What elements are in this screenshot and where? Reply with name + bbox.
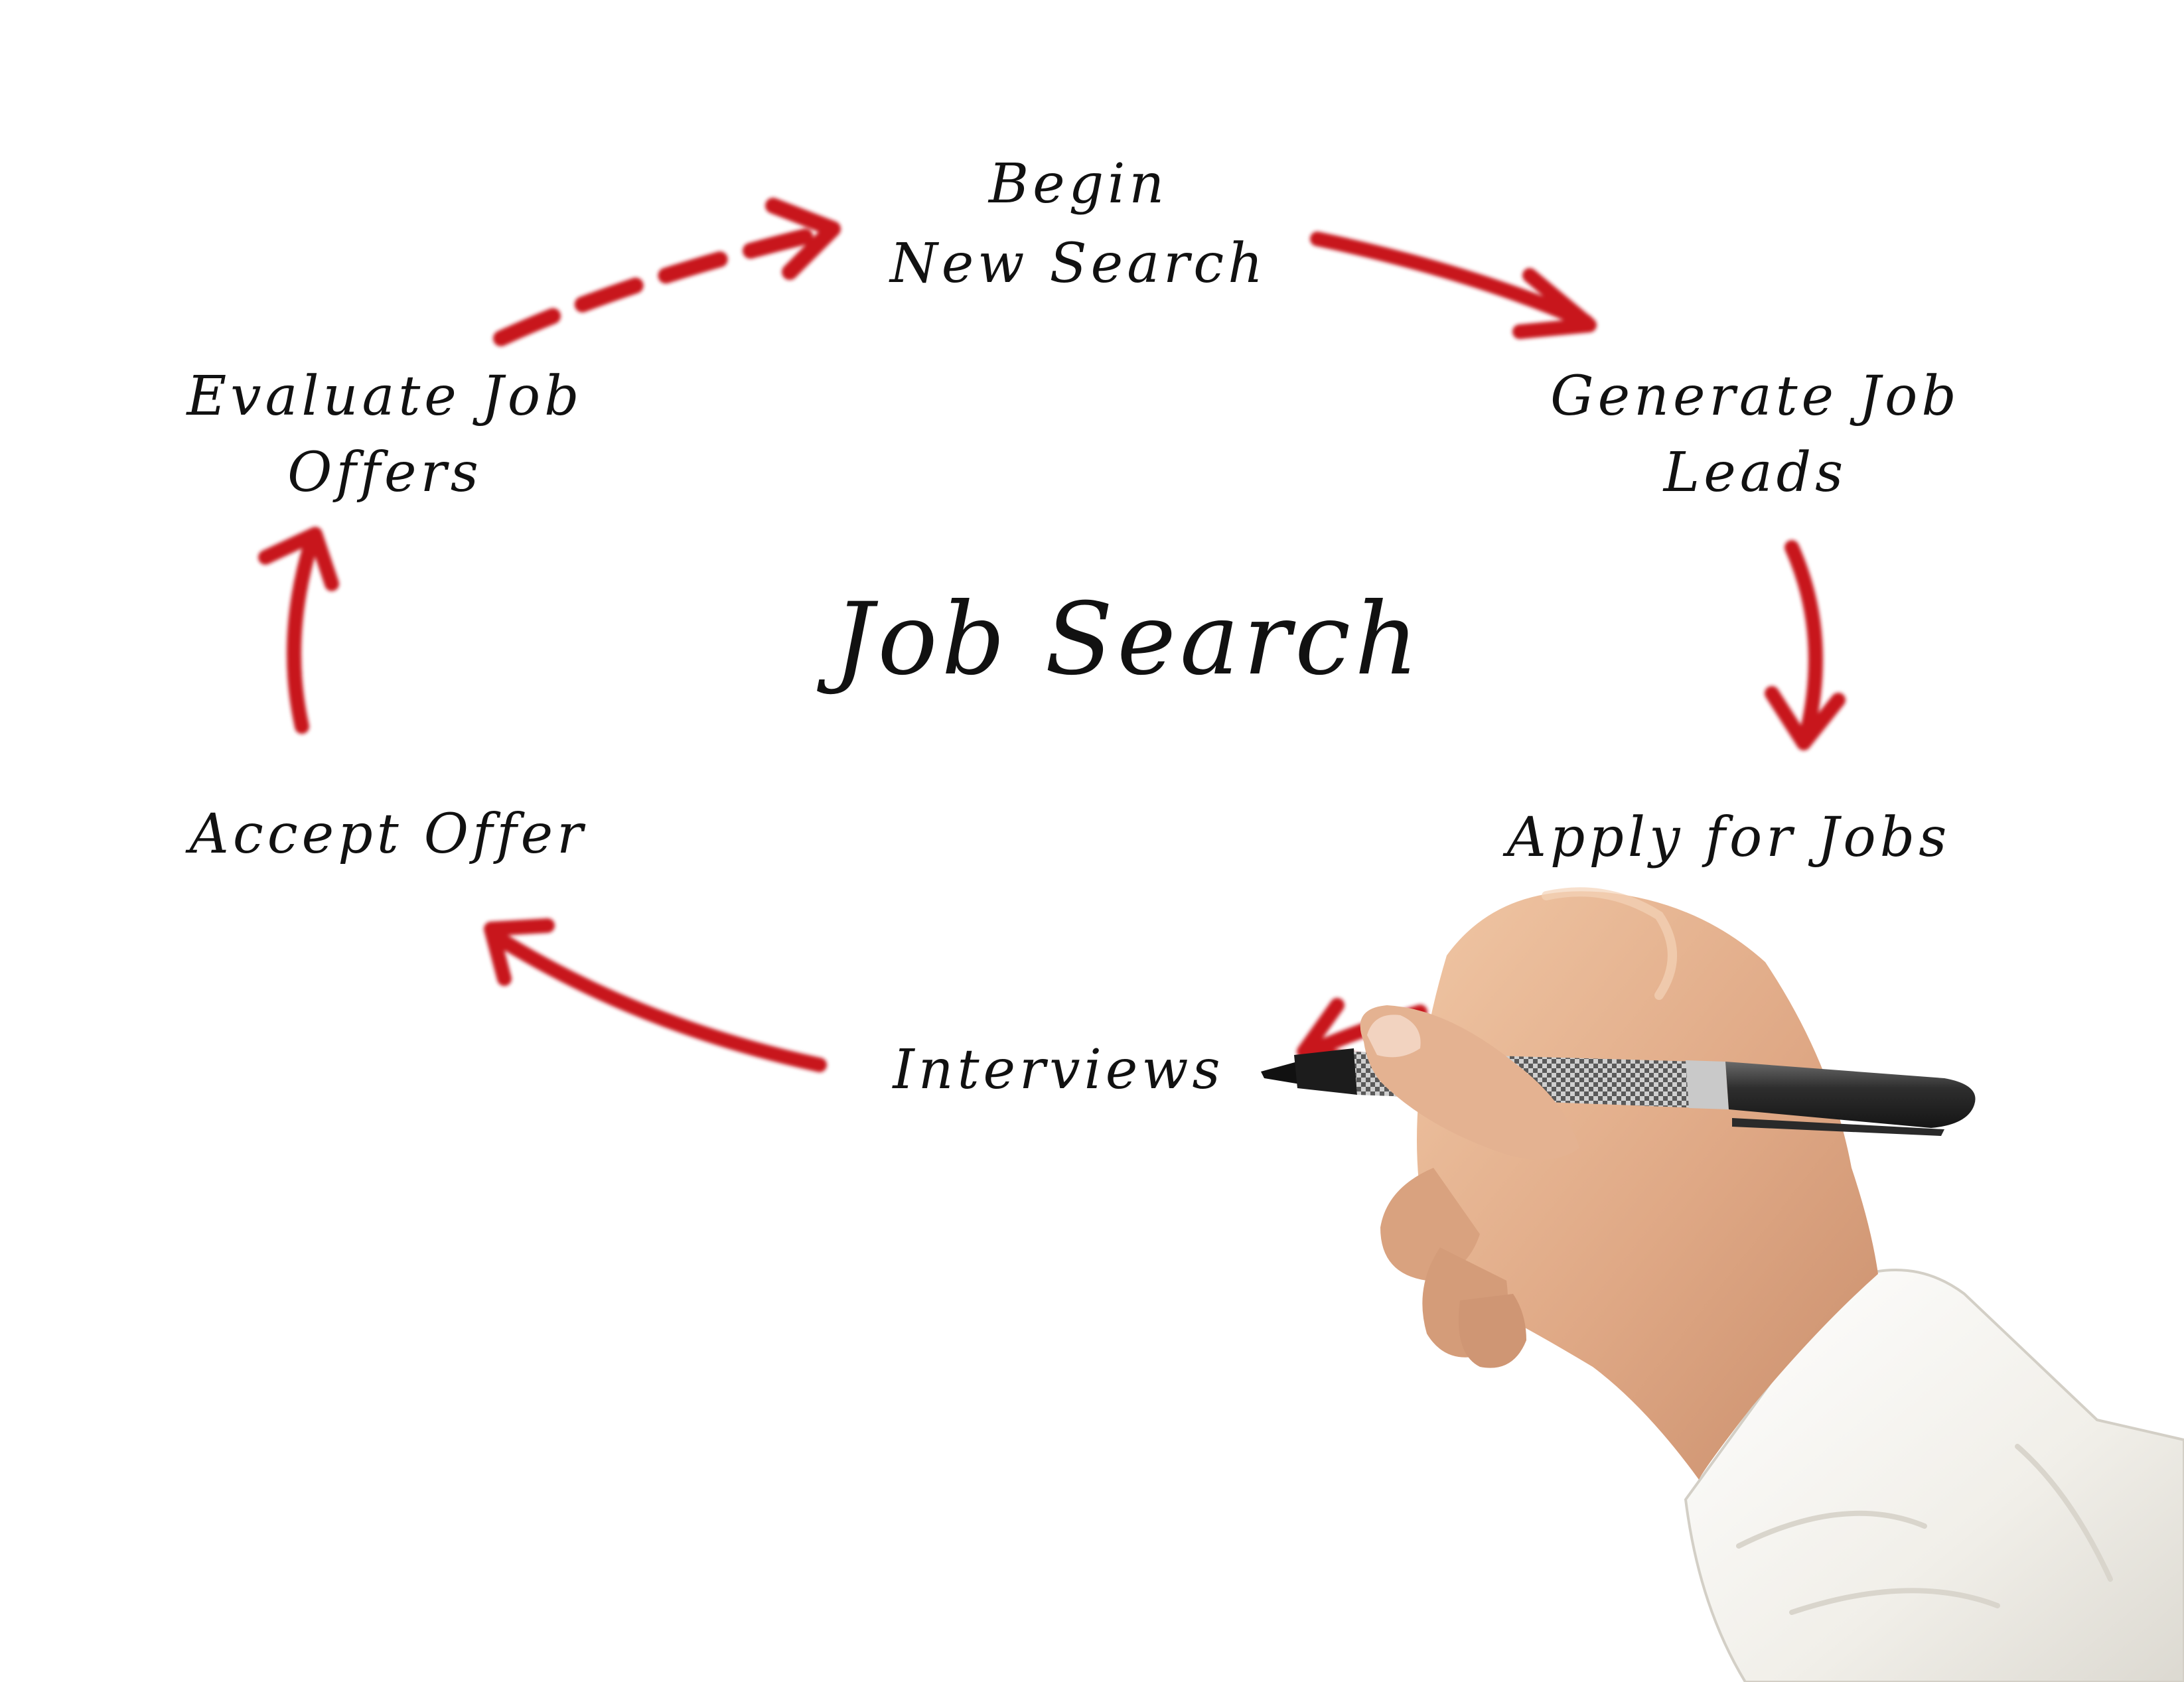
sleeve-fold [1736,1444,2113,1615]
step-label-line: Leads [1662,441,1847,504]
arrow-head [484,918,555,986]
arrow-head [258,527,339,591]
hand-palm [1417,891,1878,1480]
step-evaluate-job-offers: Evaluate Job Offers [185,365,583,504]
step-label-line: Generate Job [1550,365,1960,428]
hand-finger [1459,1294,1526,1368]
step-generate-job-leads: Generate Job Leads [1550,365,1960,504]
arrow-generate-to-apply [1765,540,1846,750]
shirt-sleeve [1684,1269,2184,1682]
cycle-arrows [258,198,1846,1072]
marker-band [1686,1060,1729,1109]
step-begin-new-search: Begin New Search [889,153,1267,295]
arrow-accept-to-evaluate [258,527,339,734]
arrow-shaft [487,928,827,1072]
arrow-head [1512,268,1597,339]
arrow-shaft [493,224,831,346]
arrow-head [1765,686,1846,750]
step-label-line: Evaluate Job [185,365,583,428]
arrow-head [765,198,841,280]
arrow-interviews-to-accept [484,918,827,1072]
step-label-line: New Search [889,232,1267,295]
arrow-shaft [1310,232,1593,329]
step-label-line: Accept Offer [185,803,587,866]
hand-finger [1380,1168,1480,1281]
hand-holding-marker-icon [1261,887,2184,1682]
step-label-line: Begin [987,153,1168,216]
hand-knuckle [1542,887,1677,1000]
thumbnail [1367,1015,1421,1058]
marker-body [1725,1062,1976,1128]
step-accept-offer: Accept Offer [185,803,587,866]
step-interviews: Interviews [891,1038,1224,1101]
step-label-line: Apply for Jobs [1502,806,1951,869]
marker-clip [1732,1118,1944,1136]
diagram-title: Job Search [816,582,1422,697]
marker-nose [1294,1048,1357,1095]
step-apply-for-jobs: Apply for Jobs [1502,806,1951,869]
step-label-line: Interviews [891,1038,1224,1101]
marker-tip [1261,1062,1304,1085]
arrow-evaluate-to-begin [493,198,841,346]
arrow-begin-to-generate [1310,232,1597,339]
step-label-line: Offers [287,441,482,504]
arrow-shaft [287,533,319,734]
arrow-shaft [1784,540,1823,747]
